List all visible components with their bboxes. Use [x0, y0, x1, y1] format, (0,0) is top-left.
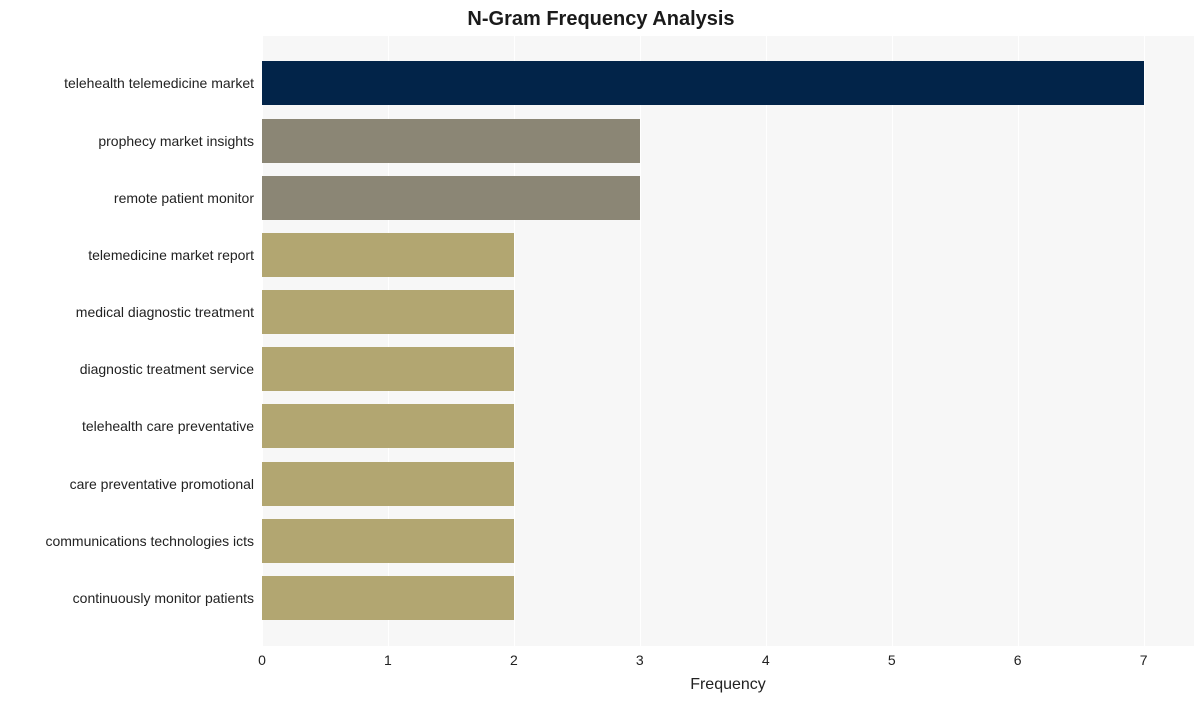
- bar: [262, 347, 514, 391]
- bar: [262, 576, 514, 620]
- grid-line-vertical: [1144, 36, 1145, 646]
- bar: [262, 290, 514, 334]
- bar: [262, 462, 514, 506]
- y-tick-label: care preventative promotional: [70, 476, 262, 492]
- grid-line-vertical: [766, 36, 767, 646]
- bar: [262, 61, 1144, 105]
- plot-area: 01234567telehealth telemedicine marketpr…: [262, 36, 1194, 646]
- y-tick-label: telemedicine market report: [88, 247, 262, 263]
- y-tick-label: remote patient monitor: [114, 190, 262, 206]
- y-tick-label: diagnostic treatment service: [80, 361, 262, 377]
- bar: [262, 176, 640, 220]
- y-tick-label: medical diagnostic treatment: [76, 304, 262, 320]
- grid-line-vertical: [892, 36, 893, 646]
- y-tick-label: continuously monitor patients: [73, 590, 262, 606]
- grid-line-vertical: [640, 36, 641, 646]
- chart-title: N-Gram Frequency Analysis: [0, 8, 1202, 31]
- bar: [262, 519, 514, 563]
- y-tick-label: telehealth telemedicine market: [64, 75, 262, 91]
- bar: [262, 233, 514, 277]
- bar: [262, 404, 514, 448]
- grid-line-vertical: [1018, 36, 1019, 646]
- bar: [262, 119, 640, 163]
- ngram-frequency-chart: N-Gram Frequency Analysis 01234567telehe…: [0, 0, 1202, 701]
- x-axis-label: Frequency: [262, 646, 1194, 694]
- y-tick-label: communications technologies icts: [45, 533, 262, 549]
- y-tick-label: telehealth care preventative: [82, 418, 262, 434]
- y-tick-label: prophecy market insights: [98, 133, 262, 149]
